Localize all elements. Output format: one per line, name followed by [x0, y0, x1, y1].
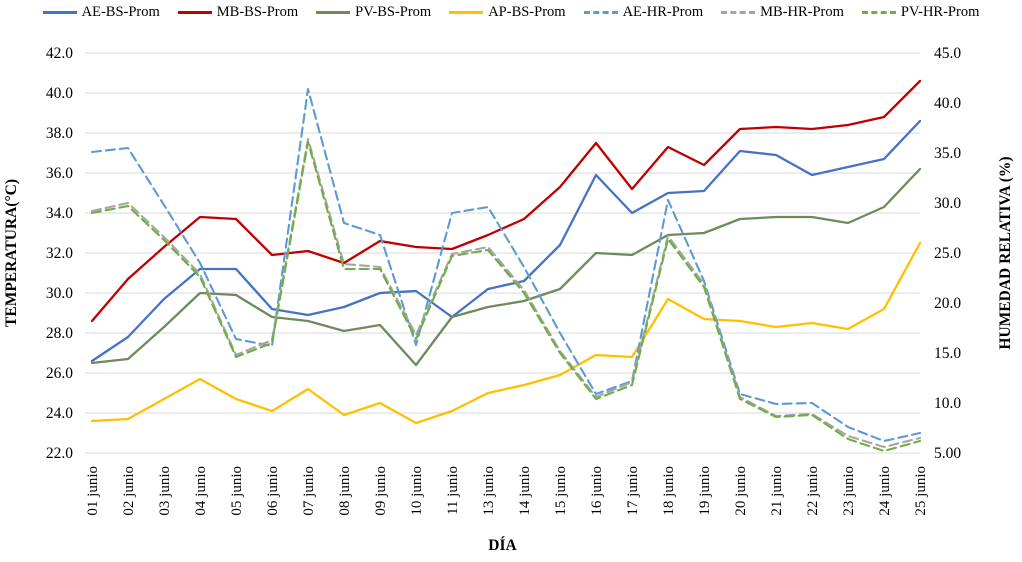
left-axis-tick-label: 40.0	[46, 85, 73, 102]
x-axis-tick-label: 15 junio	[553, 466, 569, 516]
x-axis-tick-label: 19 junio	[697, 466, 713, 516]
right-axis-tick-label: 15.0	[934, 345, 961, 362]
series-line-AP-BS-Prom	[90, 241, 922, 425]
legend-item-AE-HR-Prom: AE-HR-Prom	[583, 4, 704, 21]
legend-swatch-dashed-line	[861, 11, 896, 14]
x-axis-tick-label: 11 junio	[445, 466, 461, 515]
right-axis-tick-label: 45.0	[934, 45, 961, 62]
x-axis-tick-label: 17 junio	[625, 466, 641, 516]
legend-item-PV-BS-Prom: PV-BS-Prom	[316, 4, 431, 21]
series-line-PV-HR-Prom	[90, 140, 922, 453]
x-axis-tick-label: 02 junio	[121, 466, 137, 516]
legend-swatch-solid-line	[316, 11, 351, 14]
chart-legend: AE-BS-Prom MB-BS-Prom PV-BS-Prom AP-BS-Prom…	[0, 4, 1022, 21]
left-axis-tick-label: 36.0	[46, 165, 73, 182]
right-axis-tick-label: 5.00	[934, 445, 961, 462]
legend-label: AP-BS-Prom	[488, 4, 566, 20]
series-line-AE-BS-Prom	[90, 119, 922, 363]
x-axis-tick-label: 24 junio	[877, 466, 893, 516]
series-line-MB-HR-Prom	[90, 137, 922, 449]
left-axis-title: TEMPERATURA(°C)	[3, 179, 20, 327]
legend-item-MB-BS-Prom: MB-BS-Prom	[177, 4, 299, 21]
right-axis-tick-label: 30.0	[934, 195, 961, 212]
x-axis-tick-label: 03 junio	[157, 466, 173, 516]
legend-label: AE-HR-Prom	[622, 4, 704, 20]
x-axis-tick-label: 05 junio	[229, 466, 245, 516]
legend-label: AE-BS-Prom	[81, 4, 160, 20]
right-axis-tick-label: 40.0	[934, 95, 961, 112]
x-axis-tick-label: 25 junio	[913, 466, 929, 516]
legend-label: MB-BS-Prom	[216, 4, 299, 20]
x-axis-tick-label: 06 junio	[265, 466, 281, 516]
legend-item-AP-BS-Prom: AP-BS-Prom	[449, 4, 566, 21]
left-axis-tick-label: 32.0	[46, 245, 73, 262]
x-axis-title: DÍA	[488, 537, 517, 554]
x-axis-tick-label: 21 junio	[769, 466, 785, 516]
left-axis-tick-label: 30.0	[46, 285, 73, 302]
left-axis-tick-label: 22.0	[46, 445, 73, 462]
x-axis-tick-label: 01 junio	[85, 466, 101, 516]
x-axis-tick-label: 04 junio	[193, 466, 209, 516]
legend-swatch-dashed-line	[721, 11, 756, 14]
left-axis-tick-label: 26.0	[46, 365, 73, 382]
x-axis-tick-label: 23 junio	[841, 466, 857, 516]
legend-item-PV-HR-Prom: PV-HR-Prom	[861, 4, 980, 21]
legend-label: PV-HR-Prom	[900, 4, 980, 20]
right-axis-tick-label: 35.0	[934, 145, 961, 162]
left-axis-tick-label: 34.0	[46, 205, 73, 222]
legend-item-MB-HR-Prom: MB-HR-Prom	[721, 4, 844, 21]
x-axis-tick-label: 18 junio	[661, 466, 677, 516]
right-axis-tick-label: 20.0	[934, 295, 961, 312]
series-line-AE-HR-Prom	[90, 87, 922, 443]
x-axis-tick-label: 14 junio	[517, 466, 533, 516]
legend-swatch-solid-line	[449, 11, 484, 14]
x-axis-tick-label: 16 junio	[589, 466, 605, 516]
x-axis-tick-label: 13 junio	[481, 466, 497, 516]
legend-swatch-solid-line	[177, 11, 212, 14]
series-line-MB-BS-Prom	[90, 79, 922, 323]
legend-label: MB-HR-Prom	[760, 4, 844, 20]
left-axis-tick-label: 28.0	[46, 325, 73, 342]
right-axis-tick-label: 10.0	[934, 395, 961, 412]
legend-label: PV-BS-Prom	[355, 4, 432, 20]
x-axis-tick-label: 22 junio	[805, 466, 821, 516]
right-axis-title: HUMEDAD RELATIVA (%)	[997, 156, 1014, 349]
x-axis-tick-label: 10 junio	[409, 466, 425, 516]
x-axis-tick-label: 09 junio	[373, 466, 389, 516]
legend-swatch-dashed-line	[583, 11, 618, 14]
right-axis-tick-label: 25.0	[934, 245, 961, 262]
series-line-PV-BS-Prom	[90, 167, 922, 367]
left-axis-tick-label: 38.0	[46, 125, 73, 142]
legend-item-AE-BS-Prom: AE-BS-Prom	[42, 4, 160, 21]
x-axis-tick-label: 08 junio	[337, 466, 353, 516]
x-axis-tick-label: 20 junio	[733, 466, 749, 516]
left-axis-tick-label: 42.0	[46, 45, 73, 62]
left-axis-tick-label: 24.0	[46, 405, 73, 422]
x-axis-tick-label: 07 junio	[301, 466, 317, 516]
legend-swatch-solid-line	[42, 11, 77, 14]
